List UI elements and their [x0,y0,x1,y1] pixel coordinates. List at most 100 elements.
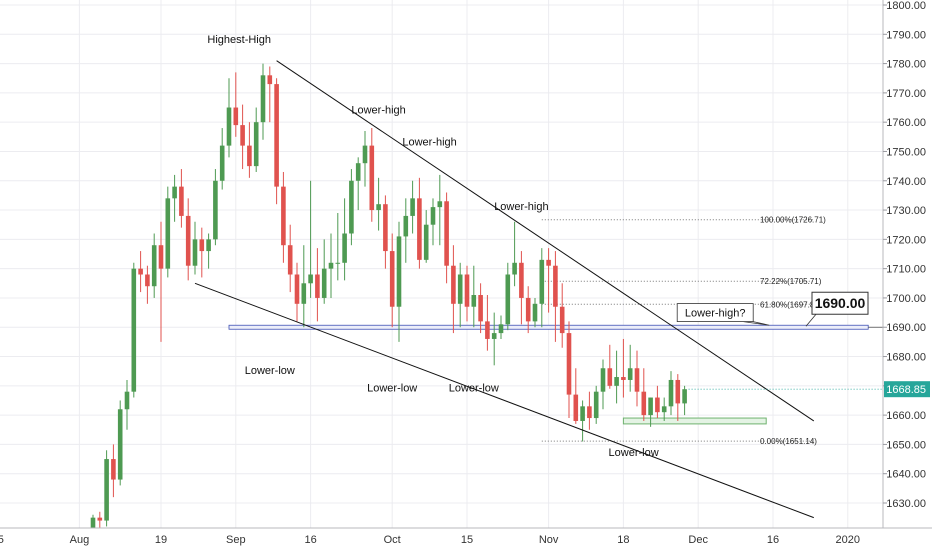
fib-level-label: 0.00%(1651.14) [760,437,817,446]
candle-body [315,274,320,298]
candle-body [661,406,667,413]
candle [260,63,266,140]
candle-body [491,333,497,339]
candle-body [648,397,653,416]
candle-body [117,409,123,480]
candle-body [287,245,293,275]
candle [627,344,633,392]
candle [165,186,171,278]
candle [546,248,551,313]
candle-body [457,274,463,304]
candle [349,169,354,246]
candle-body [199,239,205,252]
y-tick-label: 1710.00 [886,264,926,276]
candle [369,128,375,222]
candle [321,239,327,304]
candle-body [172,186,177,199]
y-tick-label: 1690.00 [886,322,926,334]
candle [301,245,307,328]
candle-body [233,107,239,126]
candle [287,224,293,293]
candles-layer [90,63,687,536]
candle-body [267,75,273,85]
time-axis[interactable]: 15 Aug 19 Sep 16 Oct 15 Nov 18 Dec 16 2020 [0,534,860,546]
callout-lower-high: Lower-high? [676,303,770,326]
candle [396,221,402,342]
candle-body [355,163,361,181]
price-axis[interactable]: 1630.001640.001650.001660.001670.001680.… [883,0,926,510]
fib-level-label: 61.80%(1697.84) [760,300,822,309]
y-tick-label: 1750.00 [886,146,926,158]
candle [621,338,626,398]
candle-body [111,459,116,480]
x-tick-label: Aug [70,534,90,546]
annotation-label: Lower-low [609,447,659,459]
candle [471,265,477,328]
candle [267,66,273,123]
drawings-layer: Highest-High Lower-high Lower-high Lower-hi… [194,34,869,519]
candle-body [321,268,327,298]
x-tick-label: 15 [0,534,4,546]
y-tick-label: 1770.00 [886,88,926,100]
candle [308,180,313,298]
candle [532,297,538,328]
candle-body [158,245,164,269]
candle [253,107,259,172]
candle [403,198,409,263]
candle [614,350,619,404]
callout-box [676,303,754,322]
candle [423,210,429,263]
levels-layer: 100.00%(1726.71) 72.22%(1705.71) 61.80%(16… [228,216,883,446]
last-price-tag [884,381,930,398]
candle [226,78,232,158]
y-tick-label: 1760.00 [886,117,926,129]
x-tick-label: Oct [384,534,401,546]
candle [437,174,443,246]
candle [172,174,177,222]
candle-body [90,517,96,533]
candle-body [512,262,517,275]
candle-body [553,265,558,307]
candle-body [349,180,354,234]
candle-body [587,406,592,419]
candle-body [192,239,198,266]
candle [185,198,191,281]
candle-body [614,377,619,386]
candle-body [478,295,483,322]
candle-body [185,215,191,266]
candle-body [417,198,422,260]
annotation-label: Lower-low [367,383,417,395]
y-tick-label: 1740.00 [886,176,926,188]
candle-body [376,204,381,211]
candle [206,233,211,269]
x-tick-label: 15 [461,534,473,546]
candle [104,450,109,527]
y-tick-label: 1640.00 [886,469,926,481]
candle-body [335,262,341,264]
candle [512,221,517,287]
y-tick-label: 1660.00 [886,410,926,422]
annotation-label: Lower-high [351,104,405,116]
candle [457,262,463,328]
candle-body [301,283,307,304]
candle-body [410,198,415,216]
candle [192,221,198,275]
y-tick-label: 1780.00 [886,59,926,71]
candle-body [294,274,300,304]
x-tick-label: 18 [617,534,629,546]
candle [519,251,524,325]
fib-level-label: 100.00%(1726.71) [760,216,826,225]
candle [417,177,422,269]
x-tick-label: 16 [304,534,316,546]
candle [641,368,647,421]
candle-body [566,333,572,395]
y-tick-label: 1700.00 [886,293,926,305]
candle-body [281,186,286,246]
candle-body [627,368,633,380]
candle [634,350,640,407]
candle-body [240,125,245,146]
candle [410,180,415,234]
annotation-label: Lower-low [245,365,295,377]
candle [315,248,320,322]
